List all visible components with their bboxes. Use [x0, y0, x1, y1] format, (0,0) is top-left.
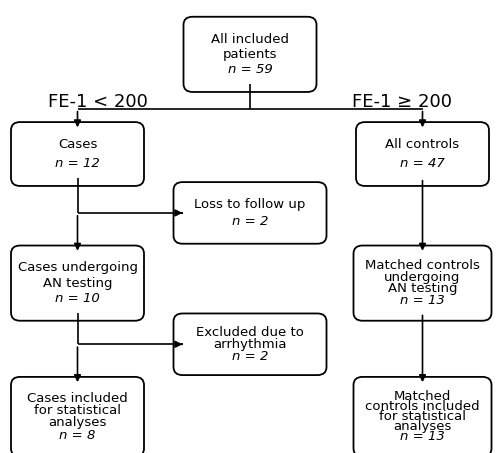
Text: for statistical: for statistical [379, 410, 466, 423]
Text: All included: All included [211, 33, 289, 46]
Text: Excluded due to: Excluded due to [196, 326, 304, 339]
Text: analyses: analyses [394, 420, 452, 433]
Text: FE-1 ≥ 200: FE-1 ≥ 200 [352, 93, 452, 111]
Text: undergoing: undergoing [384, 271, 460, 284]
Text: analyses: analyses [48, 416, 106, 429]
Text: n = 13: n = 13 [400, 430, 445, 443]
FancyBboxPatch shape [174, 182, 326, 244]
Text: n = 2: n = 2 [232, 350, 268, 362]
FancyBboxPatch shape [174, 313, 326, 375]
Text: arrhythmia: arrhythmia [213, 338, 287, 351]
FancyBboxPatch shape [11, 246, 144, 321]
FancyBboxPatch shape [184, 17, 316, 92]
Text: Cases included: Cases included [27, 392, 128, 405]
Text: n = 10: n = 10 [55, 292, 100, 305]
Text: patients: patients [223, 48, 277, 61]
Text: FE-1 < 200: FE-1 < 200 [48, 93, 148, 111]
FancyBboxPatch shape [11, 122, 144, 186]
Text: AN testing: AN testing [388, 282, 457, 295]
FancyBboxPatch shape [356, 122, 489, 186]
Text: n = 8: n = 8 [60, 429, 96, 442]
Text: n = 2: n = 2 [232, 215, 268, 228]
Text: Matched controls: Matched controls [365, 260, 480, 272]
Text: for statistical: for statistical [34, 404, 121, 417]
Text: Cases: Cases [58, 138, 97, 151]
Text: All controls: All controls [386, 138, 460, 151]
Text: n = 12: n = 12 [55, 157, 100, 170]
Text: n = 47: n = 47 [400, 157, 445, 170]
FancyBboxPatch shape [354, 246, 492, 321]
Text: controls included: controls included [365, 400, 480, 414]
Text: n = 59: n = 59 [228, 63, 272, 76]
Text: n = 13: n = 13 [400, 294, 445, 307]
Text: Cases undergoing: Cases undergoing [18, 261, 138, 275]
Text: Matched: Matched [394, 390, 451, 404]
Text: AN testing: AN testing [43, 277, 112, 289]
FancyBboxPatch shape [354, 377, 492, 453]
FancyBboxPatch shape [11, 377, 144, 453]
Text: Loss to follow up: Loss to follow up [194, 198, 306, 211]
